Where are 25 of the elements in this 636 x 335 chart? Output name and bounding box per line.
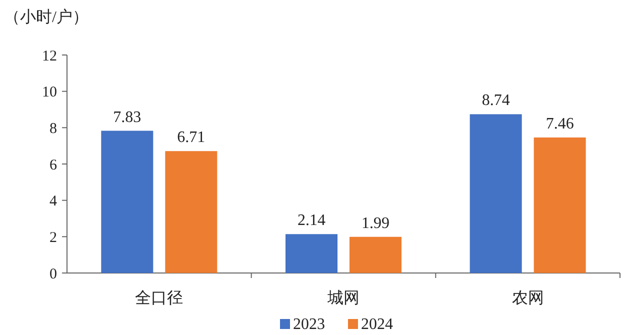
y-tick-label: 8 xyxy=(50,120,57,137)
bar xyxy=(350,236,402,273)
bar xyxy=(286,234,338,273)
data-label: 7.46 xyxy=(546,115,574,132)
data-label: 1.99 xyxy=(362,214,390,232)
bar xyxy=(101,130,154,273)
x-tick-label: 农网 xyxy=(512,290,544,307)
x-tick-label: 城网 xyxy=(326,289,360,307)
y-tick-label: 2 xyxy=(50,230,57,246)
legend-label: 2023 xyxy=(293,316,325,333)
legend-label: 2024 xyxy=(361,316,393,333)
data-label: 2.14 xyxy=(298,212,326,230)
data-label: 8.74 xyxy=(482,92,510,110)
data-label: 6.71 xyxy=(177,129,206,146)
y-tick-label: 10 xyxy=(42,84,57,101)
y-tick-label: 12 xyxy=(42,48,57,64)
x-tick-label: 全口径 xyxy=(135,290,184,307)
bar xyxy=(534,137,586,273)
y-tick-label: 6 xyxy=(50,157,58,174)
y-tick-label: 0 xyxy=(50,266,57,282)
bar xyxy=(165,151,218,273)
y-tick-label: 4 xyxy=(50,194,58,210)
y-axis-title: （小时/户） xyxy=(4,8,88,26)
bar xyxy=(470,114,522,273)
data-label: 7.83 xyxy=(113,108,142,126)
